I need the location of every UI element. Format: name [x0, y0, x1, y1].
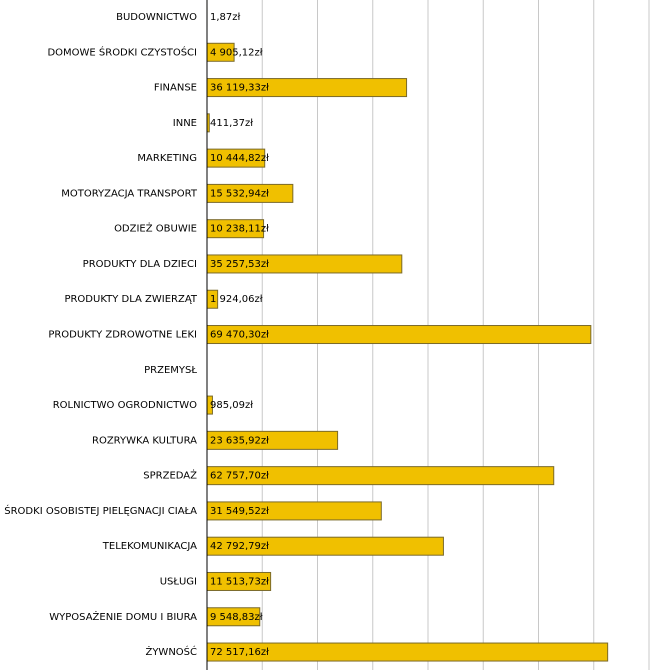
value-label: 10 238,11zł	[210, 224, 269, 235]
value-label: 985,09zł	[210, 400, 253, 411]
value-label: 23 635,92zł	[210, 435, 269, 446]
value-label: 10 444,82zł	[210, 153, 269, 164]
value-label: 1,87zł	[210, 12, 241, 23]
category-label: MARKETING	[137, 153, 197, 164]
value-label: 4 905,12zł	[210, 47, 263, 58]
category-label: ODZIEŻ OBUWIE	[114, 222, 197, 235]
category-label: INNE	[173, 118, 197, 129]
value-label: 72 517,16zł	[210, 647, 269, 658]
category-label: ROZRYWKA KULTURA	[92, 435, 197, 446]
value-label: 9 548,83zł	[210, 612, 263, 623]
category-label: ŚRODKI OSOBISTEJ PIELĘGNACJI CIAŁA	[4, 504, 197, 517]
category-label: ŻYWNOŚĆ	[145, 645, 197, 658]
value-label: 62 757,70zł	[210, 471, 269, 482]
category-label: MOTORYZACJA TRANSPORT	[61, 188, 198, 199]
category-label: DOMOWE ŚRODKI CZYSTOŚCI	[47, 45, 197, 58]
value-label: 31 549,52zł	[210, 506, 269, 517]
category-label: PRZEMYSŁ	[144, 365, 197, 376]
value-label: 15 532,94zł	[210, 188, 269, 199]
value-label: 42 792,79zł	[210, 541, 269, 552]
category-label: PRODUKTY DLA DZIECI	[83, 259, 197, 270]
category-label: WYPOSAŻENIE DOMU I BIURA	[49, 610, 197, 623]
category-label: TELEKOMUNIKACJA	[102, 541, 197, 552]
value-label: 36 119,33zł	[210, 83, 269, 94]
category-label: USŁUGI	[160, 576, 197, 587]
value-label: 35 257,53zł	[210, 259, 269, 270]
category-label: BUDOWNICTWO	[116, 12, 197, 23]
category-label: PRODUKTY ZDROWOTNE LEKI	[48, 330, 197, 341]
category-label: PRODUKTY DLA ZWIERZĄT	[64, 294, 197, 305]
category-label: SPRZEDAŻ	[143, 469, 197, 482]
category-label: ROLNICTWO OGRODNICTWO	[53, 400, 197, 411]
value-label: 1 924,06zł	[210, 294, 263, 305]
value-label: 69 470,30zł	[210, 330, 269, 341]
category-label: FINANSE	[154, 83, 197, 94]
value-label: 11 513,73zł	[210, 576, 269, 587]
value-label: 411,37zł	[210, 118, 253, 129]
